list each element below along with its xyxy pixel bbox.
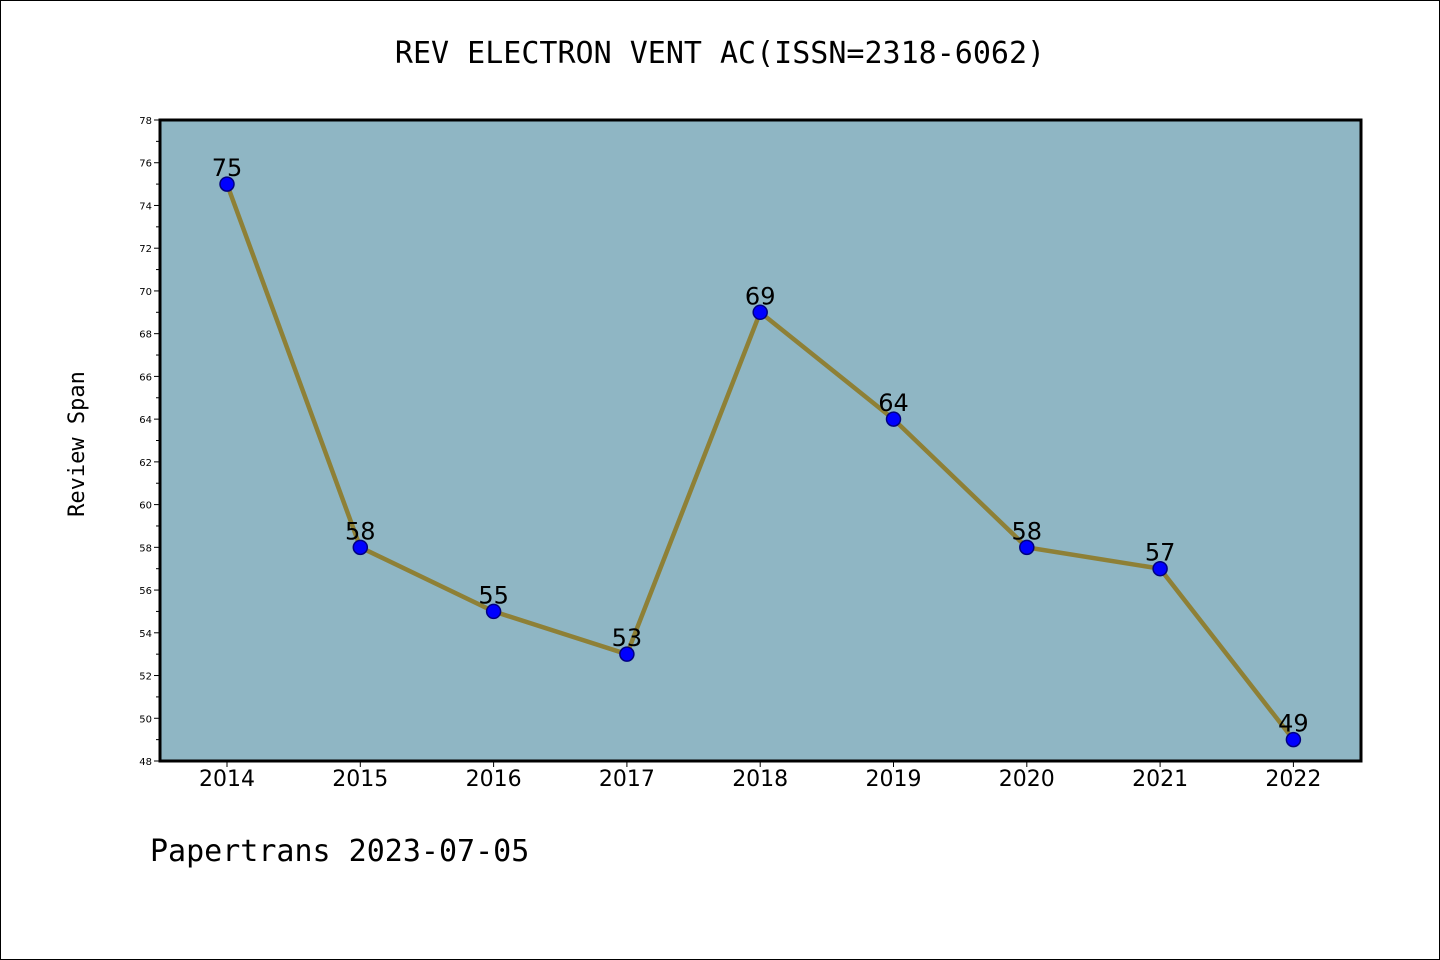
x-tick-label: 2014: [199, 767, 255, 792]
data-label: 75: [212, 154, 243, 182]
x-tick-label: 2018: [732, 767, 788, 792]
y-tick-label: 50: [139, 714, 152, 725]
y-tick-label: 60: [139, 501, 152, 512]
data-label: 64: [878, 389, 909, 417]
data-label: 57: [1145, 539, 1176, 567]
y-tick-label: 54: [139, 629, 152, 640]
data-label: 58: [345, 517, 376, 545]
data-label: 69: [745, 282, 776, 310]
plot-area: [160, 120, 1361, 761]
x-tick-label: 2019: [866, 767, 922, 792]
y-tick-label: 74: [139, 201, 152, 212]
data-point: [219, 176, 235, 192]
data-label: 55: [478, 581, 509, 609]
footer-text: Papertrans 2023-07-05: [150, 834, 530, 869]
y-tick-label: 70: [139, 287, 152, 298]
data-labels: 75 58 55 53 69 64 58 57 49: [212, 154, 1309, 738]
y-tick-label: 72: [139, 244, 152, 255]
data-point: [619, 646, 635, 662]
data-label: 58: [1012, 517, 1043, 545]
y-axis: 48 50 52 54 56 58 60 62 64 66 68 70 72 74 76 78: [139, 116, 160, 768]
data-label: 49: [1278, 710, 1309, 738]
data-point: [1152, 560, 1168, 577]
y-tick-label: 52: [139, 672, 152, 683]
x-tick-label: 2016: [466, 767, 522, 792]
y-tick-label: 76: [139, 159, 152, 170]
plot-border: [158, 118, 1363, 763]
y-tick-label: 68: [139, 330, 152, 341]
data-point: [752, 304, 768, 321]
x-tick-label: 2021: [1132, 767, 1188, 792]
x-tick-label: 2020: [999, 767, 1055, 792]
y-tick-label: 62: [139, 458, 152, 469]
data-point: [885, 411, 902, 427]
y-tick-label: 78: [139, 116, 152, 127]
data-point: [1019, 539, 1035, 556]
x-tick-label: 2017: [599, 767, 655, 792]
data-point: [1285, 731, 1302, 748]
chart-title: REV ELECTRON VENT AC(ISSN=2318-6062): [394, 36, 1046, 71]
y-axis-label: Review Span: [65, 371, 90, 517]
data-label: 53: [612, 624, 643, 652]
y-tick-label: 66: [139, 372, 152, 383]
x-axis: 2014 2015 2016 2017 2018 2019 2020 2021 2022: [199, 761, 1321, 792]
y-tick-label: 48: [139, 757, 152, 768]
x-tick-label: 2022: [1265, 767, 1321, 792]
x-tick-label: 2015: [332, 767, 388, 792]
data-markers: [219, 176, 1302, 748]
data-point: [352, 539, 369, 556]
data-point: [485, 603, 502, 620]
y-tick-label: 58: [139, 543, 152, 554]
y-tick-label: 56: [139, 586, 152, 597]
y-tick-label: 64: [139, 415, 152, 426]
